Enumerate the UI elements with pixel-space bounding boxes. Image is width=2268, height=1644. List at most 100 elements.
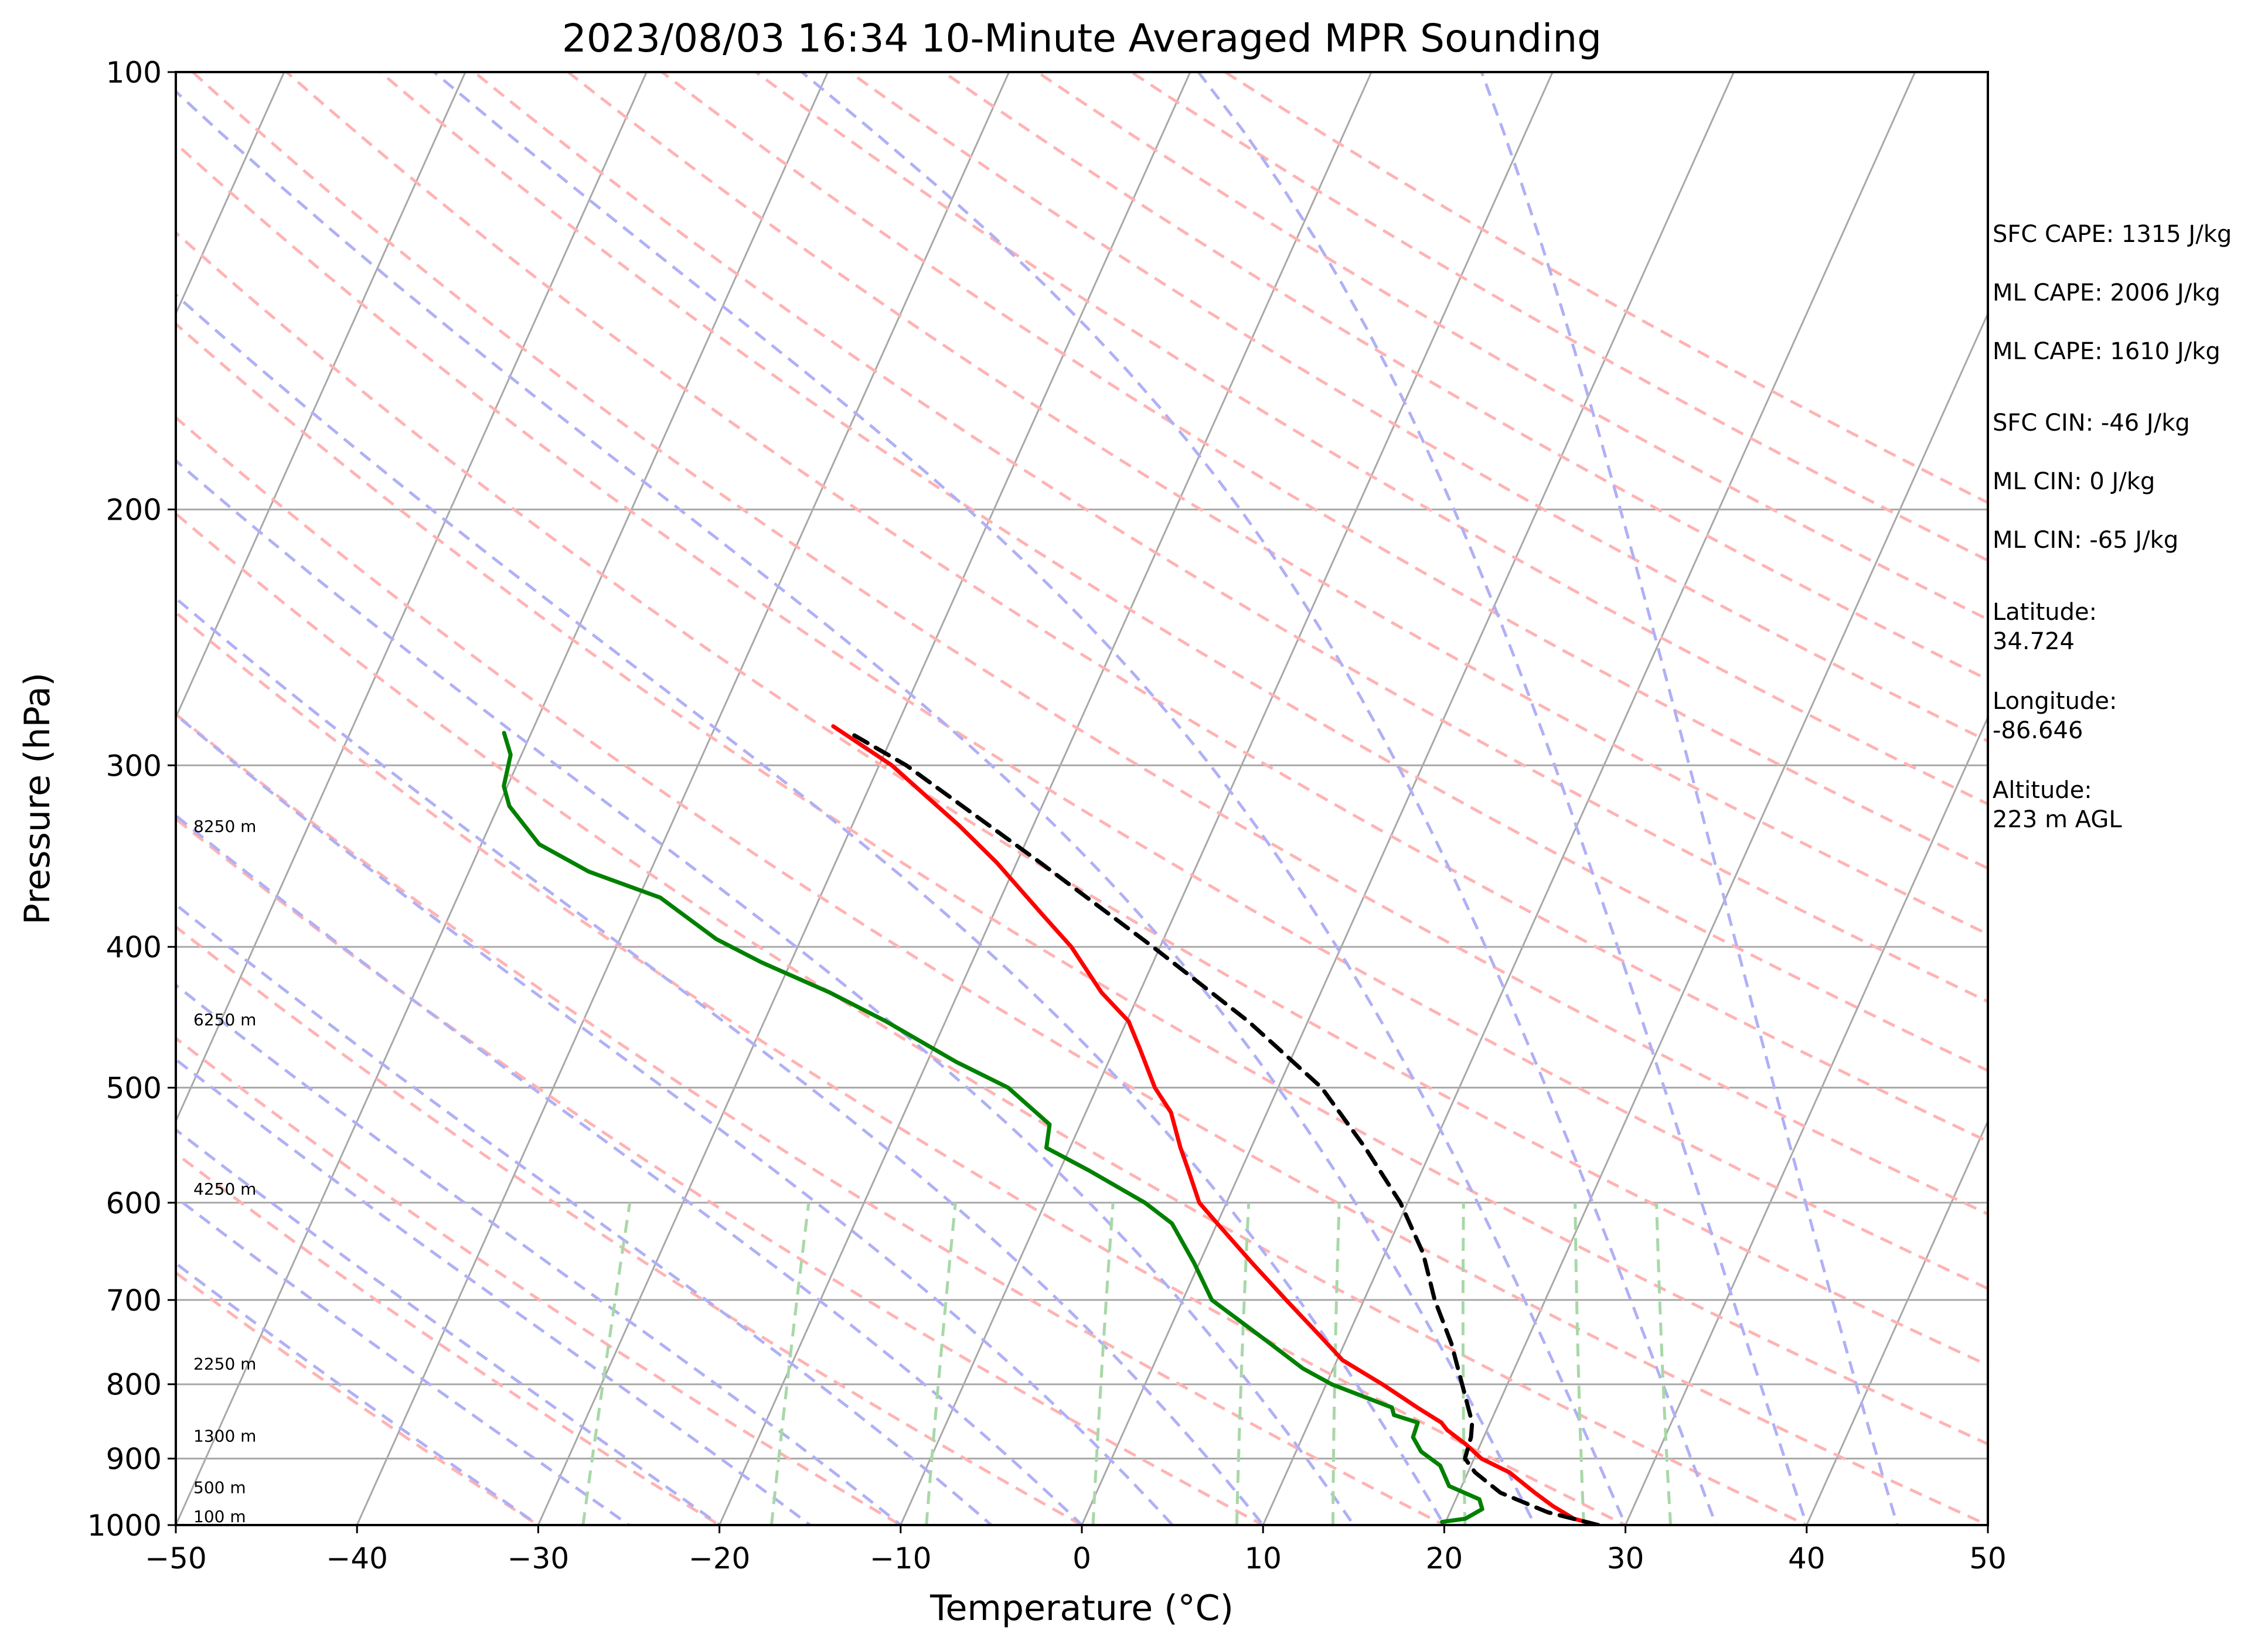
- temperature-trace: [831, 724, 1600, 1525]
- ml-cin-text-2: ML CIN: -65 J/kg: [1993, 527, 2178, 554]
- y-tick-label: 700: [106, 1284, 162, 1318]
- x-tick-label: 40: [1788, 1541, 1826, 1575]
- x-tick-label: −40: [326, 1541, 388, 1575]
- ml-cape-text-2: ML CAPE: 1610 J/kg: [1993, 338, 2221, 365]
- moist-adiabat-line: [176, 983, 903, 1525]
- moist-adiabat-line: [176, 1195, 632, 1525]
- mixing-ratio-line: [1461, 1202, 1467, 1525]
- dry-adiabat-line: [1034, 72, 1988, 621]
- dry-adiabat-line: [847, 72, 1988, 743]
- mixing-ratio-line: [1574, 1202, 1585, 1525]
- y-tick-label: 100: [106, 56, 162, 90]
- dry-adiabat-line: [176, 610, 1629, 1525]
- isotherm-line: [1624, 715, 1988, 1525]
- x-tick-label: 0: [1072, 1541, 1091, 1575]
- isotherm-line: [1443, 311, 1988, 1525]
- dry-adiabat-line: [176, 1271, 542, 1525]
- sfc-cape-text: SFC CAPE: 1315 J/kg: [1993, 221, 2232, 248]
- ml-cape-text-1: ML CAPE: 2006 J/kg: [1993, 279, 2221, 306]
- isotherm-lines: [176, 72, 1988, 1525]
- moist-adiabat-lines: [176, 72, 1899, 1525]
- mixing-ratio-line: [581, 1202, 632, 1525]
- latitude-label: Latitude:: [1993, 599, 2097, 626]
- isotherm-line: [176, 72, 285, 316]
- sfc-cin-text: SFC CIN: -46 J/kg: [1993, 410, 2190, 436]
- parcel-trace: [848, 731, 1600, 1525]
- x-tick-label: 30: [1607, 1541, 1644, 1575]
- dry-adiabat-line: [378, 72, 1988, 1073]
- height-label: 8250 m: [193, 817, 256, 836]
- x-tick-label: 50: [1969, 1541, 2007, 1575]
- dry-adiabat-line: [284, 72, 1988, 1143]
- moist-adiabat-line: [176, 89, 1537, 1525]
- y-axis-label: Pressure (hPa): [17, 673, 58, 925]
- dry-adiabat-line: [566, 72, 1988, 936]
- latitude-value: 34.724: [1993, 628, 2075, 655]
- x-tick-label: 10: [1244, 1541, 1282, 1575]
- moist-adiabat-line: [176, 596, 1265, 1525]
- height-label: 100 m: [193, 1507, 246, 1526]
- pressure-grid-lines: [176, 509, 1988, 1459]
- dewpoint-trace: [502, 731, 1484, 1524]
- height-label: 500 m: [193, 1478, 246, 1497]
- mixing-ratio-line: [925, 1202, 957, 1525]
- isotherm-line: [1262, 72, 1916, 1525]
- y-tick-label: 200: [106, 493, 162, 527]
- dry-adiabat-line: [472, 72, 1988, 1004]
- moist-adiabat-line: [176, 1058, 813, 1525]
- y-tick-label: 400: [106, 930, 162, 964]
- dry-adiabat-line: [176, 817, 1266, 1525]
- height-labels: 8250 m 6250 m 4250 m 2250 m 1300 m 500 m 100 m: [193, 817, 256, 1526]
- altitude-value: 223 m AGL: [1993, 806, 2122, 833]
- mixing-ratio-line: [1655, 1202, 1673, 1525]
- isotherm-line: [718, 72, 1373, 1525]
- isotherm-line: [176, 72, 829, 1525]
- sounding-info: SFC CAPE: 1315 J/kg ML CAPE: 2006 J/kg M…: [1993, 221, 2232, 833]
- longitude-value: -86.646: [1993, 717, 2083, 744]
- x-tick-label: −20: [689, 1541, 751, 1575]
- isotherm-line: [900, 72, 1554, 1525]
- moist-adiabat-line: [1197, 72, 1809, 1525]
- isotherm-line: [537, 72, 1191, 1525]
- height-label: 4250 m: [193, 1179, 256, 1199]
- y-tick-label: 800: [106, 1368, 162, 1402]
- x-tick-label: −10: [870, 1541, 932, 1575]
- moist-adiabat-line: [176, 1261, 541, 1525]
- y-axis-ticks: 100 200 300 400 500 600 700 800 900 1000: [87, 56, 176, 1543]
- dry-adiabat-line: [176, 230, 1988, 1367]
- sounding-traces: [502, 724, 1600, 1525]
- mixing-ratio-line: [1235, 1202, 1251, 1525]
- isotherm-line: [1806, 1119, 1988, 1525]
- mixing-ratio-line: [1331, 1202, 1341, 1525]
- background-lines: [176, 72, 1988, 1525]
- longitude-label: Longitude:: [1993, 688, 2117, 715]
- y-tick-label: 900: [106, 1442, 162, 1476]
- chart-title: 2023/08/03 16:34 10-Minute Averaged MPR …: [562, 16, 1602, 61]
- dry-adiabat-line: [659, 72, 1988, 870]
- moist-adiabat-line: [1480, 72, 1899, 1525]
- ml-cin-text-1: ML CIN: 0 J/kg: [1993, 468, 2155, 495]
- dry-adiabat-line: [176, 322, 1988, 1446]
- x-axis-ticks: −50 −40 −30 −20 −10 0 10 20 30 40 50: [145, 1525, 2007, 1575]
- moist-adiabat-line: [176, 1128, 723, 1525]
- mixing-ratio-lines: [581, 1202, 1673, 1525]
- moist-adiabat-line: [176, 459, 1356, 1525]
- x-tick-label: −50: [145, 1541, 207, 1575]
- dry-adiabat-line: [1222, 72, 1988, 504]
- x-tick-label: −30: [508, 1541, 570, 1575]
- y-tick-label: 300: [106, 749, 162, 783]
- dry-adiabat-line: [176, 1151, 723, 1525]
- isotherm-line: [356, 72, 1010, 1525]
- height-label: 6250 m: [193, 1010, 256, 1029]
- moist-adiabat-line: [176, 902, 994, 1525]
- dry-adiabat-line: [190, 72, 1988, 1216]
- y-tick-label: 500: [106, 1071, 162, 1105]
- dry-adiabat-lines: [176, 72, 1988, 1525]
- dry-adiabat-line: [176, 712, 1448, 1525]
- isotherm-line: [176, 72, 648, 1124]
- mixing-ratio-line: [769, 1202, 811, 1525]
- mixing-ratio-line: [1091, 1202, 1115, 1525]
- y-tick-label: 1000: [87, 1509, 162, 1543]
- x-axis-label: Temperature (°C): [929, 1588, 1234, 1629]
